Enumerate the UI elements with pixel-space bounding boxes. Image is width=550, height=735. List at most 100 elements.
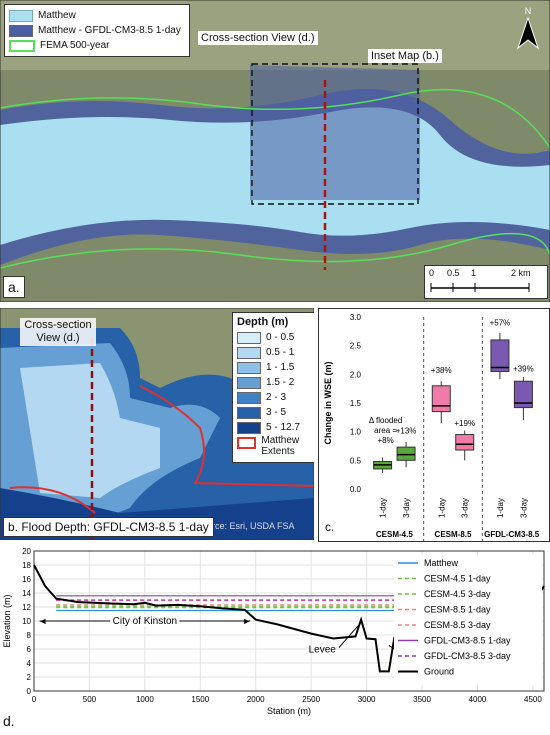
legend-label: 1 - 1.5 bbox=[266, 362, 295, 373]
panel-b-map: Cross-section View (d.) Depth (m) 0 - 0.… bbox=[0, 308, 314, 540]
legend-label: Ground bbox=[424, 667, 454, 677]
y-axis-label: Change in WSE (m) bbox=[323, 361, 333, 444]
annotation-percent: +13% bbox=[396, 426, 417, 435]
y-tick-label: 0.0 bbox=[350, 485, 362, 494]
x-tick-label: 3500 bbox=[413, 695, 431, 704]
scale-bar-graphic bbox=[430, 283, 530, 292]
x-tick-label: 1000 bbox=[136, 695, 154, 704]
x-tick-label: 4500 bbox=[524, 695, 542, 704]
annotation-flooded-area: Δ flooded area = +8% bbox=[369, 416, 402, 445]
panel-b-label: b. Flood Depth: GFDL-CM3-8.5 1-day bbox=[3, 517, 214, 537]
group-label: CESM-8.5 bbox=[435, 530, 472, 539]
wse-box-plot: Change in WSE (m) 0.0 0.5 1.0 1.5 2.0 2.5 3.0 CE… bbox=[323, 313, 540, 541]
box-iqr bbox=[396, 446, 416, 461]
y-tick-label: 6 bbox=[27, 645, 32, 654]
north-arrow: N bbox=[515, 6, 541, 54]
box-label: 3-day bbox=[402, 498, 411, 518]
kinston-arrowhead-left: ◄ bbox=[38, 616, 47, 626]
legend-item-matthew: Matthew bbox=[9, 8, 185, 23]
y-tick-label: 16 bbox=[22, 575, 31, 584]
panel-a-label: a. bbox=[3, 276, 25, 298]
y-tick-label: 2.5 bbox=[350, 342, 362, 351]
legend-label: GFDL-CM3-8.5 3-day bbox=[424, 651, 511, 661]
legend-label: 2 - 3 bbox=[266, 392, 287, 403]
legend-label: CESM-4.5 1-day bbox=[424, 574, 491, 584]
x-tick-label: 4000 bbox=[469, 695, 487, 704]
group-label: GFDL-CM3-8.5 bbox=[484, 530, 540, 539]
scale-tick-1: 0.5 bbox=[447, 268, 460, 278]
cross-section-chart: 0 2 4 6 8 10 12 14 16 18 20 0 500 1000 1500 2000 2500 300… bbox=[2, 547, 545, 716]
depth-legend-item: 2 - 3 bbox=[237, 390, 313, 405]
panel-d-label: d. bbox=[3, 713, 15, 729]
legend-label: 0.5 - 1 bbox=[266, 347, 295, 358]
scale-tick-0: 0 bbox=[429, 268, 435, 278]
y-axis-label: Elevation (m) bbox=[2, 594, 12, 647]
legend-label: CESM-8.5 1-day bbox=[424, 605, 491, 615]
legend-label: CESM-4.5 3-day bbox=[424, 589, 491, 599]
legend-label: 3 - 5 bbox=[266, 407, 287, 418]
box-label: 3-day bbox=[519, 498, 528, 518]
scale-tick-2: 1 bbox=[471, 268, 477, 278]
legend-label: 5 - 12.7 bbox=[266, 422, 300, 433]
legend-item-fema: FEMA 500-year bbox=[9, 38, 185, 53]
depth-legend-item: 1 - 1.5 bbox=[237, 360, 313, 375]
legend-box bbox=[394, 555, 542, 685]
x-tick-label: 2000 bbox=[247, 695, 265, 704]
panel-a-map-graphic bbox=[0, 0, 550, 302]
x-tick-label: 3000 bbox=[358, 695, 376, 704]
panel-c-chart: Change in WSE (m) 0.0 0.5 1.0 1.5 2.0 2.5 3.0 CE… bbox=[318, 308, 550, 542]
y-tick-label: 0 bbox=[27, 687, 32, 696]
legend-label: 1.5 - 2 bbox=[266, 377, 295, 388]
legend-item-gfdl: Matthew - GFDL-CM3-8.5 1-day bbox=[9, 23, 185, 38]
box-iqr bbox=[455, 434, 475, 451]
annotation-percent: +57% bbox=[490, 319, 511, 328]
box-iqr bbox=[431, 385, 451, 413]
legend-label: Matthew bbox=[38, 10, 76, 21]
kinston-label: City of Kinston bbox=[113, 616, 177, 627]
levee-label: Levee bbox=[309, 645, 337, 656]
north-label: N bbox=[524, 6, 532, 16]
depth-legend: Depth (m) 0 - 0.5 0.5 - 1 1 - 1.5 1.5 - … bbox=[232, 312, 314, 463]
panel-a-legend: Matthew Matthew - GFDL-CM3-8.5 1-day FEM… bbox=[4, 4, 190, 57]
legend-label: CESM-8.5 3-day bbox=[424, 620, 491, 630]
group-label: CESM-4.5 bbox=[376, 530, 413, 539]
scale-bar: 0 0.5 1 2 km bbox=[424, 265, 548, 299]
depth-legend-item: 5 - 12.7 bbox=[237, 420, 313, 435]
box-label: 1-day bbox=[437, 498, 446, 518]
legend-label: Matthew Extents bbox=[261, 435, 300, 457]
y-tick-label: 20 bbox=[22, 547, 31, 556]
x-tick-label: 500 bbox=[83, 695, 97, 704]
x-tick-label: 2500 bbox=[302, 695, 320, 704]
panel-c-label: c. bbox=[321, 518, 339, 536]
legend-label: GFDL-CM3-8.5 1-day bbox=[424, 636, 511, 646]
y-tick-label: 8 bbox=[27, 631, 32, 640]
source-credit: Source: Esri, USDA FSA bbox=[196, 521, 295, 531]
legend-label: 0 - 0.5 bbox=[266, 332, 295, 343]
x-tick-label: 0 bbox=[32, 695, 37, 704]
legend-label: Matthew bbox=[424, 558, 459, 568]
kinston-arrowhead-right: ► bbox=[242, 616, 251, 626]
y-tick-label: 10 bbox=[22, 617, 31, 626]
panel-d-chart: 0 2 4 6 8 10 12 14 16 18 20 0 500 1000 1500 2000 2500 300… bbox=[0, 545, 550, 735]
panel-a-map: Matthew Matthew - GFDL-CM3-8.5 1-day FEM… bbox=[0, 0, 550, 302]
cross-section-callout: Cross-section View (d.) bbox=[198, 31, 318, 45]
depth-legend-item: 0 - 0.5 bbox=[237, 330, 313, 345]
y-tick-label: 1.0 bbox=[350, 428, 362, 437]
box-label: 3-day bbox=[461, 498, 470, 518]
plot-frame bbox=[33, 550, 545, 692]
depth-legend-item: 1.5 - 2 bbox=[237, 375, 313, 390]
north-arrow-icon bbox=[516, 16, 540, 50]
x-tick-label: 1500 bbox=[191, 695, 209, 704]
box-label: 1-day bbox=[379, 498, 388, 518]
box-iqr bbox=[490, 339, 510, 372]
box-iqr bbox=[513, 380, 533, 409]
y-tick-label: 2 bbox=[27, 673, 32, 682]
y-tick-label: 12 bbox=[22, 603, 31, 612]
y-tick-label: 0.5 bbox=[350, 456, 362, 465]
depth-legend-item: Matthew Extents bbox=[237, 435, 313, 459]
depth-legend-item: 0.5 - 1 bbox=[237, 345, 313, 360]
scale-tick-3: 2 km bbox=[511, 268, 531, 278]
legend-label: Matthew - GFDL-CM3-8.5 1-day bbox=[38, 25, 181, 36]
inset-callout: Inset Map (b.) bbox=[368, 49, 442, 63]
depth-legend-title: Depth (m) bbox=[237, 316, 289, 328]
